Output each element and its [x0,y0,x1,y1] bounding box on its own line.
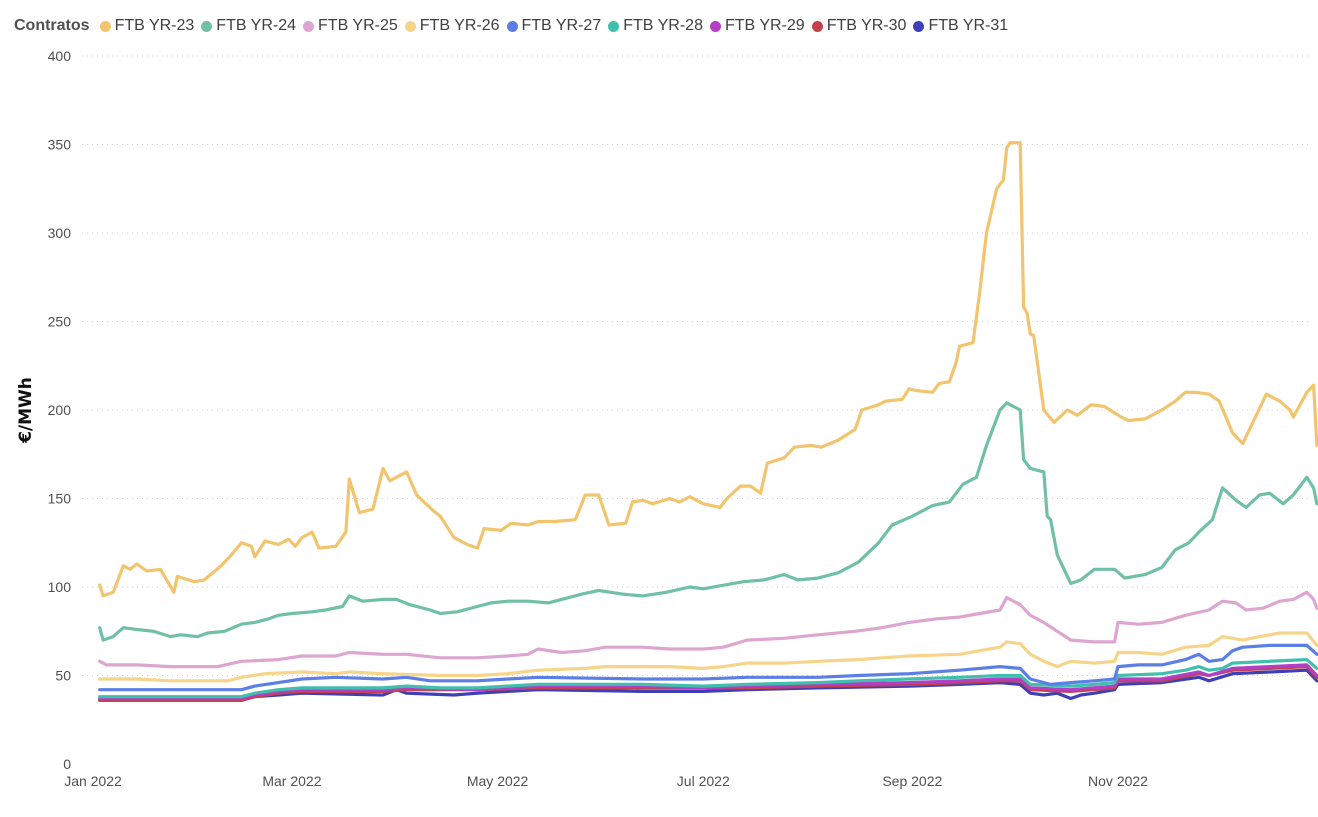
y-tick-label: 300 [48,225,72,241]
y-tick-label: 350 [48,137,72,153]
legend-item-ftb-yr-23[interactable]: FTB YR-23 [99,17,195,35]
legend-marker-icon [608,20,620,32]
x-tick-label: Jan 2022 [64,773,122,789]
series-line-ftb-yr-29[interactable] [98,663,1318,701]
legend-label: FTB YR-30 [826,17,907,34]
x-tick-label: Nov 2022 [1088,773,1148,789]
legend-title: Contratos [14,17,90,34]
legend-label: FTB YR-24 [216,17,297,34]
legend-marker-icon [99,20,111,32]
x-tick-label: Mar 2022 [262,773,321,789]
legend-label: FTB YR-29 [724,17,805,34]
x-tick-label: May 2022 [467,773,529,789]
y-tick-label: 100 [48,579,72,595]
axes: 0 50 100 150 200 250 300 350 400 Jan 2022 Mar 2022… [48,48,1149,789]
legend-item-ftb-yr-26[interactable]: FTB YR-26 [404,17,500,35]
legend-label: FTB YR-31 [928,17,1009,34]
legend-marker-icon [201,20,213,32]
y-tick-label: 0 [63,756,71,772]
legend-item-ftb-yr-25[interactable]: FTB YR-25 [303,17,398,35]
legend-item-ftb-yr-24[interactable]: FTB YR-24 [201,17,296,35]
legend-item-ftb-yr-30[interactable]: FTB YR-30 [811,17,907,35]
legend-marker-icon [404,20,416,32]
y-axis-label: €/MWh [16,377,36,444]
series-line-ftb-yr-27[interactable] [98,643,1318,692]
y-tick-label: 150 [48,491,72,507]
legend-label: FTB YR-23 [114,17,195,34]
legend-marker-icon [913,20,925,32]
legend-marker-icon [303,20,315,32]
y-tick-label: 50 [55,668,71,684]
legend-item-ftb-yr-27[interactable]: FTB YR-27 [506,17,602,35]
x-tick-label: Jul 2022 [677,773,730,789]
x-tick-label: Sep 2022 [882,773,942,789]
series-line-ftb-yr-26[interactable] [98,631,1318,683]
y-tick-label: 250 [48,314,72,330]
legend-item-ftb-yr-31[interactable]: FTB YR-31 [913,17,1008,35]
legend-item-ftb-yr-28[interactable]: FTB YR-28 [608,17,703,35]
y-tick-label: 400 [48,48,72,64]
legend-label: FTB YR-26 [419,17,500,34]
legend-marker-icon [709,20,721,32]
series-line-ftb-yr-23[interactable] [98,141,1318,598]
legend-item-ftb-yr-29[interactable]: FTB YR-29 [709,17,805,35]
series-lines[interactable] [98,141,1318,702]
legend-label: FTB YR-25 [318,17,398,34]
series-line-ftb-yr-25[interactable] [98,590,1318,669]
series-line-ftb-yr-28[interactable] [98,657,1318,699]
series-line-ftb-yr-24[interactable] [98,401,1318,642]
legend-marker-icon [506,20,518,32]
legend-label: FTB YR-28 [623,17,703,34]
legend-label: FTB YR-27 [521,17,602,34]
legend-marker-icon [811,20,823,32]
legend: Contratos FTB YR-23 FTB YR-24 FTB YR-25 FTB… [14,14,1015,38]
y-tick-label: 200 [48,402,72,418]
gridlines [82,55,1308,676]
